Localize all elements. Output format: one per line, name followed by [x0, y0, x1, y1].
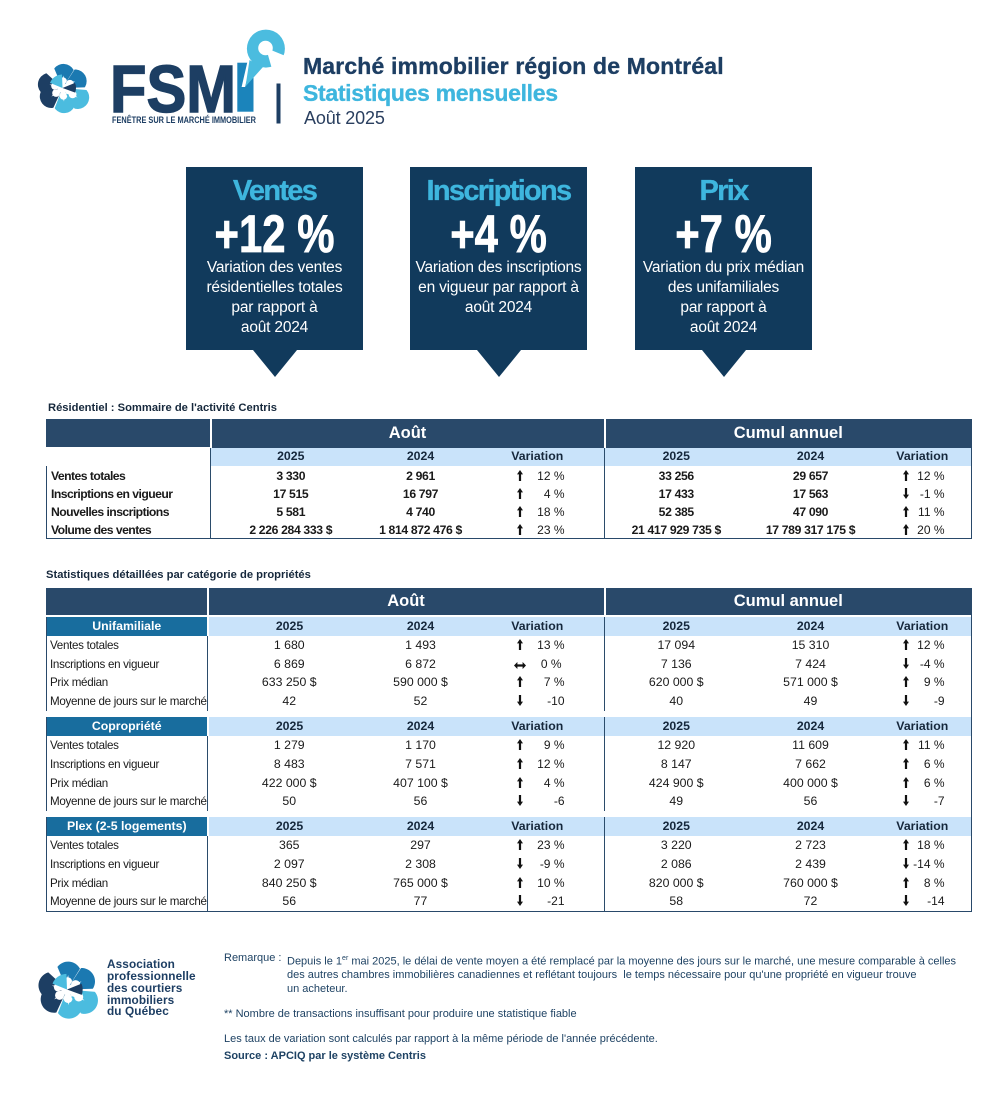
svg-text:FSM: FSM	[110, 52, 236, 127]
svg-text:FENÊTRE SUR LE MARCHÉ IMMOBILI: FENÊTRE SUR LE MARCHÉ IMMOBILIER	[112, 114, 256, 125]
